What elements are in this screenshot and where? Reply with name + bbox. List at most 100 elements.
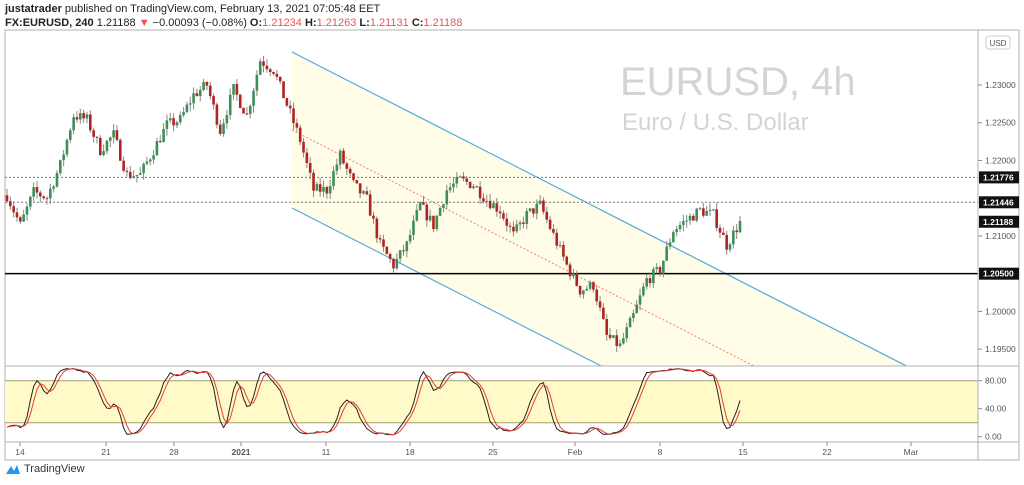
published-info: published on TradingView.com, February 1… — [64, 3, 381, 15]
candle — [682, 214, 685, 232]
candle — [375, 216, 379, 244]
candle — [138, 166, 142, 176]
price-tick-label: 1.22000 — [985, 155, 1016, 165]
candle — [528, 208, 532, 213]
candle — [42, 195, 45, 201]
candle — [322, 180, 325, 198]
candle — [588, 280, 592, 291]
currency-badge[interactable] — [985, 35, 1011, 50]
candle — [118, 138, 122, 162]
time-axis[interactable]: 14 21 28 2021 11 18 25 Feb 8 15 22 Mar — [15, 442, 918, 457]
candle — [442, 203, 445, 213]
candle — [12, 201, 15, 218]
stoch-k-line — [6, 367, 741, 436]
candle — [125, 167, 129, 177]
candle — [728, 242, 732, 253]
candle — [59, 159, 62, 176]
candle — [315, 181, 319, 192]
candle — [325, 185, 329, 199]
horizontal-levels[interactable] — [5, 176, 978, 275]
candle — [658, 265, 662, 277]
candle — [39, 190, 42, 203]
candle — [262, 55, 265, 73]
candle — [525, 207, 529, 230]
low-value: 1.21131 — [369, 17, 409, 29]
candle — [598, 296, 602, 311]
candle — [252, 87, 255, 113]
open-label: O: — [249, 17, 263, 29]
watermark-symbol: EURUSD, 4h — [620, 60, 856, 104]
candle — [472, 184, 475, 190]
candle — [538, 195, 542, 206]
candle — [152, 150, 155, 165]
price-level-tag — [979, 171, 1019, 184]
candle — [485, 194, 489, 207]
symbol[interactable]: FX:EURUSD, 240 — [5, 17, 94, 29]
open-value: 1.21234 — [262, 17, 302, 29]
candle — [275, 70, 279, 81]
candle — [182, 107, 185, 118]
candle — [365, 186, 369, 196]
candle — [302, 138, 305, 158]
candle — [285, 97, 289, 108]
candle — [622, 332, 625, 345]
candle — [158, 134, 162, 144]
candle — [418, 201, 422, 211]
candle — [52, 184, 55, 193]
candle — [578, 285, 582, 298]
author[interactable]: justatrader — [5, 3, 62, 15]
candle — [255, 70, 259, 97]
stochastic-pane — [5, 367, 978, 436]
stoch-tick-label: 0.00 — [985, 432, 1002, 442]
candle — [29, 195, 32, 211]
candle — [412, 215, 415, 240]
candle — [32, 182, 35, 202]
tradingview-logo[interactable]: TradingView — [5, 463, 85, 475]
candle — [668, 238, 672, 250]
candle — [508, 222, 512, 233]
candle — [98, 135, 102, 157]
candle — [378, 234, 382, 244]
candle — [558, 241, 562, 248]
candle — [632, 309, 635, 323]
price-level-tag — [979, 215, 1019, 228]
stoch-d-line — [6, 368, 741, 436]
candle — [678, 221, 682, 232]
candle — [218, 119, 222, 136]
candle — [238, 93, 242, 109]
candle — [705, 205, 708, 216]
candle — [155, 137, 159, 156]
stoch-band — [5, 380, 978, 423]
candle — [625, 322, 629, 343]
candle — [305, 148, 309, 168]
parallel-channel[interactable] — [291, 51, 907, 367]
candle — [662, 260, 665, 278]
last-price: 1.21188 — [96, 17, 136, 29]
time-tick-label: 21 — [101, 447, 111, 457]
candles — [5, 55, 742, 353]
price-axis[interactable]: 1.23000 1.22500 1.22000 1.21000 1.20000 1.195… — [978, 80, 1019, 442]
price-level-tag — [979, 267, 1019, 280]
candle — [428, 209, 432, 223]
candle — [695, 207, 698, 223]
candle — [75, 111, 79, 123]
candle — [222, 118, 225, 137]
candle — [718, 224, 722, 239]
candle — [562, 241, 565, 261]
candle — [518, 220, 522, 231]
candle — [128, 165, 132, 180]
candle — [108, 136, 112, 148]
candle — [135, 174, 139, 183]
candle — [282, 81, 285, 99]
candle — [448, 182, 452, 193]
candle — [122, 156, 125, 173]
candle — [455, 172, 459, 188]
candle — [312, 169, 315, 198]
candle — [475, 185, 479, 188]
candle — [648, 272, 652, 288]
candle — [172, 113, 175, 132]
close-value: 1.21188 — [423, 17, 463, 29]
candle — [385, 246, 389, 255]
price-tick-label: 1.20000 — [985, 306, 1016, 316]
